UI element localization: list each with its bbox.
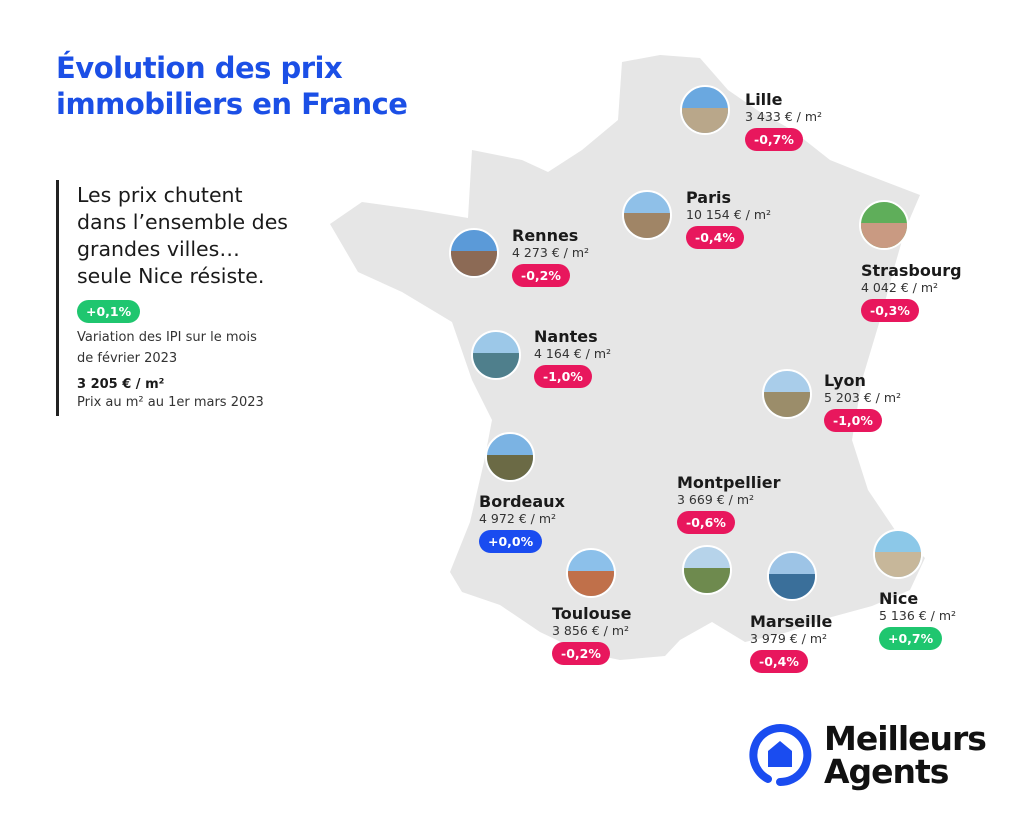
nice-photo <box>873 529 923 579</box>
city-price: 5 203 € / m² <box>824 390 902 405</box>
meilleurs-agents-logo: Meilleurs Agents <box>748 719 987 791</box>
city-name: Rennes <box>512 226 579 245</box>
variation-badge: -0,4% <box>686 226 744 249</box>
city-bordeaux: Bordeaux 4 972 € / m² +0,0% <box>479 492 565 553</box>
city-price: 4 164 € / m² <box>534 346 612 361</box>
price-label: Prix au m² au 1er mars 2023 <box>77 395 264 410</box>
city-lille: Lille 3 433 € / m² -0,7% <box>745 90 822 151</box>
logo-line: Agents <box>824 752 949 791</box>
national-price: 3 205 € / m² <box>77 377 165 392</box>
city-name: Toulouse <box>552 604 632 623</box>
headline-line: grandes villes… <box>77 237 240 261</box>
lyon-photo <box>762 369 812 419</box>
variation-badge: -0,3% <box>861 299 919 322</box>
city-name: Lille <box>745 90 783 109</box>
city-name: Lyon <box>824 371 866 390</box>
city-name: Nantes <box>534 327 598 346</box>
marseille-photo <box>767 551 817 601</box>
city-name: Marseille <box>750 612 833 631</box>
rennes-photo <box>449 228 499 278</box>
city-nice: Nice 5 136 € / m² +0,7% <box>879 589 956 650</box>
headline: Les prix chutent dans l’ensemble des gra… <box>77 182 336 290</box>
house-logo-icon <box>749 724 812 787</box>
city-montpellier: Montpellier 3 669 € / m² -0,6% <box>677 473 780 534</box>
city-name: Montpellier <box>677 473 781 492</box>
montpellier-photo <box>682 545 732 595</box>
summary-panel: Les prix chutent dans l’ensemble des gra… <box>56 180 336 416</box>
logo-line: Meilleurs <box>824 719 987 758</box>
city-price: 4 273 € / m² <box>512 245 590 260</box>
variation-badge: -0,2% <box>512 264 570 287</box>
city-price: 3 433 € / m² <box>745 109 823 124</box>
paris-photo <box>622 190 672 240</box>
toulouse-photo <box>566 548 616 598</box>
national-variation-badge: +0,1% <box>77 300 141 323</box>
variation-badge: -1,0% <box>824 409 882 432</box>
city-toulouse: Toulouse 3 856 € / m² -0,2% <box>552 604 631 665</box>
city-name: Bordeaux <box>479 492 565 511</box>
city-lyon: Lyon 5 203 € / m² -1,0% <box>824 371 901 432</box>
city-rennes: Rennes 4 273 € / m² -0,2% <box>512 226 589 287</box>
city-price: 4 042 € / m² <box>861 280 939 295</box>
title-line: immobiliers en France <box>56 87 408 121</box>
city-price: 5 136 € / m² <box>879 608 957 623</box>
variation-label-line: Variation des IPI sur le mois <box>77 330 257 345</box>
title-line: Évolution des prix <box>56 51 343 85</box>
variation-badge: -0,4% <box>750 650 808 673</box>
headline-line: Les prix chutent <box>77 183 243 207</box>
variation-badge: +0,0% <box>479 530 543 553</box>
city-price: 3 979 € / m² <box>750 631 828 646</box>
variation-badge: -1,0% <box>534 365 592 388</box>
variation-badge: -0,7% <box>745 128 803 151</box>
logo-text: Meilleurs Agents <box>824 719 987 791</box>
city-strasbourg: Strasbourg 4 042 € / m² -0,3% <box>861 261 962 322</box>
city-name: Nice <box>879 589 919 608</box>
city-price: 3 856 € / m² <box>552 623 630 638</box>
city-price: 10 154 € / m² <box>686 207 772 222</box>
lille-photo <box>680 85 730 135</box>
strasbourg-photo <box>859 200 909 250</box>
nantes-photo <box>471 330 521 380</box>
variation-badge: -0,6% <box>677 511 735 534</box>
city-price: 4 972 € / m² <box>479 511 557 526</box>
city-name: Paris <box>686 188 731 207</box>
city-price: 3 669 € / m² <box>677 492 755 507</box>
city-name: Strasbourg <box>861 261 962 280</box>
city-marseille: Marseille 3 979 € / m² -0,4% <box>750 612 832 673</box>
city-nantes: Nantes 4 164 € / m² -1,0% <box>534 327 611 388</box>
variation-badge: +0,7% <box>879 627 943 650</box>
variation-label-line: de février 2023 <box>77 351 178 366</box>
page-title: Évolution des prix immobiliers en France <box>56 50 408 122</box>
variation-badge: -0,2% <box>552 642 610 665</box>
city-paris: Paris 10 154 € / m² -0,4% <box>686 188 771 249</box>
bordeaux-photo <box>485 432 535 482</box>
headline-line: seule Nice résiste. <box>77 264 265 288</box>
headline-line: dans l’ensemble des <box>77 210 288 234</box>
variation-label: Variation des IPI sur le mois de février… <box>77 327 336 369</box>
